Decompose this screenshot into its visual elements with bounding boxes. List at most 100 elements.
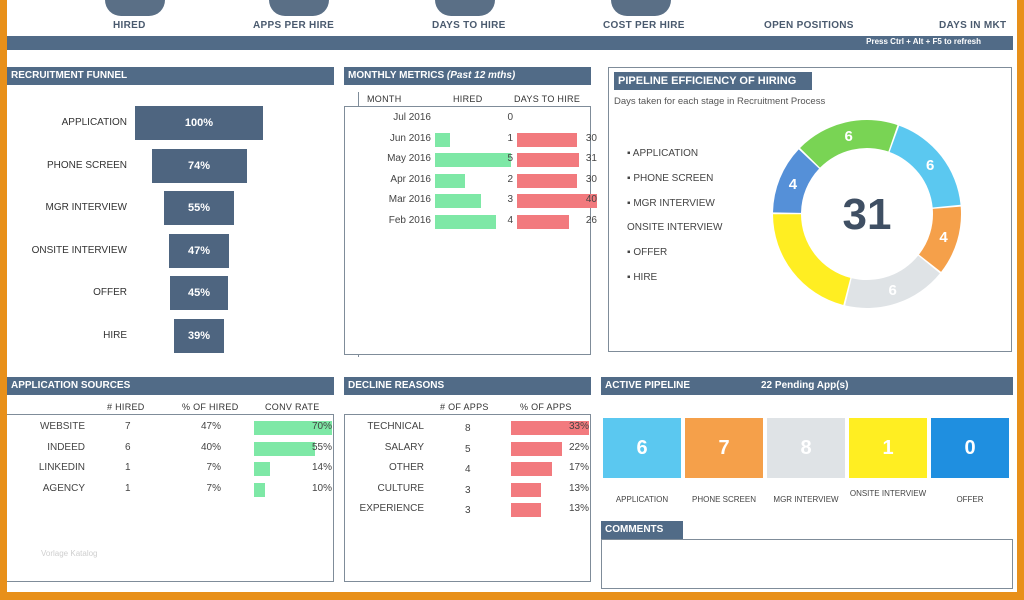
monthly-month: Apr 2016 (390, 173, 431, 185)
monthly-header-hired: HIRED (453, 94, 483, 104)
decline-reason: SALARY (384, 441, 424, 453)
kpi-badge (269, 0, 329, 16)
sources-header-pct: % OF HIRED (182, 402, 239, 412)
source-hired: 7 (125, 421, 131, 432)
comments-box[interactable] (601, 539, 1013, 589)
decline-reason: TECHNICAL (367, 421, 424, 432)
monthly-hired-value: 1 (507, 132, 513, 144)
source-name: AGENCY (42, 482, 85, 494)
decline-apps: 3 (465, 505, 471, 517)
kpi-badge (611, 0, 671, 16)
monthly-days-bar (517, 215, 569, 229)
source-hired: 1 (125, 462, 131, 474)
pipeline-label: OFFER (956, 495, 984, 504)
monthly-days-value: 30 (585, 173, 597, 185)
refresh-bar: Press Ctrl + Alt + F5 to refresh (7, 36, 1013, 50)
monthly-hired-bar (435, 194, 481, 209)
monthly-panel (344, 106, 591, 355)
pipeline-label: MGR INTERVIEW (773, 495, 839, 504)
decline-bar (511, 482, 541, 497)
monthly-hired-bar (435, 215, 496, 229)
monthly-subtitle: (Past 12 mths) (446, 70, 516, 81)
monthly-days-bar (517, 153, 579, 168)
monthly-title-text: MONTHLY METRICS (348, 70, 445, 81)
source-conv: 14% (311, 462, 332, 474)
decline-panel (344, 414, 591, 582)
monthly-days-value: 30 (585, 132, 597, 144)
active-pipeline-header: ACTIVE PIPELINE 22 Pending App(s) (601, 377, 1013, 395)
decline-apps: 3 (465, 484, 471, 496)
funnel-stage-label: HIRE (103, 329, 127, 341)
pipeline-box: 8 (767, 418, 845, 478)
donut-segment (845, 255, 940, 308)
monthly-hired-value: 4 (507, 215, 513, 226)
monthly-month: May 2016 (387, 153, 431, 165)
source-hired: 1 (125, 482, 131, 494)
funnel-stage-label: APPLICATION (61, 117, 127, 128)
refresh-hint: Press Ctrl + Alt + F5 to refresh (866, 37, 981, 46)
source-conv-bar (254, 462, 270, 477)
monthly-hired-bar (435, 132, 450, 147)
decline-pct: 17% (568, 462, 589, 474)
decline-apps: 8 (465, 423, 471, 434)
legend-item: ▪ PHONE SCREEN (627, 172, 714, 184)
source-conv: 10% (311, 482, 332, 494)
monthly-month: Feb 2016 (388, 215, 431, 226)
funnel-bar: 55% (164, 191, 234, 225)
watermark: Vorlage Katalog (41, 549, 98, 558)
monthly-header-month: MONTH (367, 94, 402, 104)
monthly-days-value: 40 (585, 194, 597, 206)
funnel-bar: 100% (135, 106, 263, 140)
decline-pct: 13% (568, 503, 589, 515)
pipeline-label: ONSITE INTERVIEW (849, 489, 927, 498)
source-hired: 6 (125, 441, 131, 453)
source-name: LINKEDIN (38, 462, 85, 474)
active-pipeline-title: ACTIVE PIPELINE (605, 380, 691, 391)
donut-segment (773, 149, 820, 213)
pending-apps: 22 Pending App(s) (761, 380, 849, 391)
decline-bar (511, 462, 552, 477)
kpi-row: HIRED APPS PER HIRE DAYS TO HIRE COST PE… (7, 0, 1017, 36)
source-pct: 7% (206, 462, 221, 474)
kpi-open-positions-label: OPEN POSITIONS (764, 20, 854, 31)
donut-segment (800, 120, 898, 168)
decline-reason: EXPERIENCE (359, 503, 424, 515)
monthly-days-value: 31 (585, 153, 597, 165)
donut-total: 31 (843, 190, 892, 239)
sources-title: APPLICATION SOURCES (7, 377, 334, 395)
monthly-days-bar (517, 194, 597, 209)
kpi-hired-label: HIRED (113, 20, 146, 31)
funnel-bar: 45% (170, 276, 228, 310)
decline-apps: 4 (465, 464, 471, 476)
funnel-bar: 39% (174, 318, 224, 353)
kpi-days-to-hire-label: DAYS TO HIRE (432, 20, 506, 31)
donut-segment-label: 6 (844, 128, 852, 145)
funnel-bar: 74% (151, 148, 247, 183)
donut-segment (919, 206, 961, 272)
source-pct: 40% (200, 441, 221, 453)
pipeline-efficiency-subtitle: Days taken for each stage in Recruitment… (614, 96, 826, 107)
donut-chart: 6 4 6 4 6 31 (773, 120, 961, 308)
decline-pct: 33% (568, 421, 589, 432)
donut-segment-label: 4 (789, 176, 798, 193)
monthly-hired-bar (435, 173, 465, 188)
donut-segment-label: 6 (888, 282, 896, 299)
legend-item: ▪ HIRE (627, 272, 658, 283)
pipeline-label: PHONE SCREEN (691, 495, 756, 504)
comments-title: COMMENTS (601, 521, 683, 539)
decline-pct: 13% (568, 482, 589, 494)
funnel-title: RECRUITMENT FUNNEL (7, 67, 334, 85)
kpi-cost-per-hire-label: COST PER HIRE (603, 20, 685, 31)
monthly-hired-value: 0 (507, 112, 513, 123)
source-conv: 55% (311, 441, 332, 453)
source-name: INDEED (47, 441, 85, 453)
decline-title: DECLINE REASONS (344, 377, 591, 395)
decline-reason: CULTURE (377, 482, 424, 494)
pipeline-box: 1 (849, 418, 927, 478)
monthly-month: Mar 2016 (388, 194, 431, 206)
monthly-hired-value: 2 (507, 173, 513, 185)
pipeline-box: 6 (603, 418, 681, 478)
source-pct: 47% (200, 421, 221, 432)
dashboard: HIRED APPS PER HIRE DAYS TO HIRE COST PE… (7, 0, 1017, 592)
kpi-badge (105, 0, 165, 16)
